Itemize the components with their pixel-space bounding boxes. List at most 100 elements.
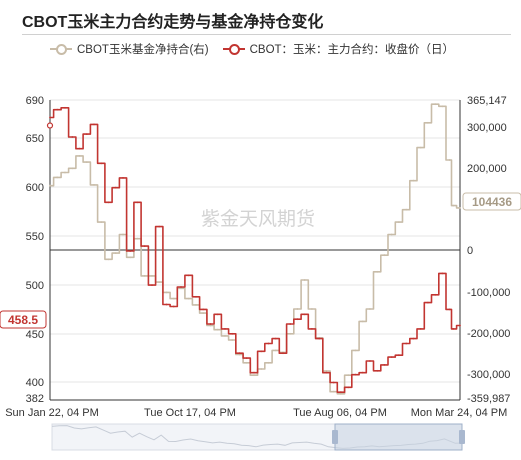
data-point-price [195, 295, 197, 298]
data-point-position [311, 308, 313, 310]
series-line-price [50, 107, 460, 393]
data-point-price [398, 354, 400, 357]
left-tick-label: 600 [26, 182, 44, 194]
x-tick-label: Tue Aug 06, 04 PM [293, 407, 387, 419]
data-point-price [448, 308, 451, 311]
data-point-position [398, 221, 400, 224]
data-point-position [122, 233, 124, 236]
data-point-price [71, 136, 74, 138]
data-point-position [452, 204, 455, 207]
slider-left-handle[interactable] [332, 430, 338, 444]
left-tick-label: 650 [26, 133, 44, 145]
data-point-position [289, 332, 292, 335]
x-tick-label: Mon Mar 24, 04 PM [411, 407, 508, 419]
data-point-position [56, 176, 59, 179]
data-point-position [434, 103, 437, 106]
data-point-position [441, 105, 444, 108]
data-point-price [260, 350, 263, 353]
data-point-position [383, 254, 386, 257]
data-point-price [78, 147, 81, 150]
data-point-position [260, 368, 263, 370]
x-tick-label: Tue Oct 17, 04 PM [144, 407, 236, 419]
data-point-position [187, 297, 190, 300]
data-point-position [93, 184, 95, 186]
legend-item-close-price[interactable]: CBOT：玉米：主力合约：收盘价（日） [222, 41, 454, 57]
left-tick-label: 382 [26, 393, 44, 405]
data-point-position [296, 308, 299, 310]
left-tick-label: 550 [26, 231, 44, 243]
data-point-price [114, 186, 117, 189]
data-point-price [354, 373, 357, 376]
right-tick-label: -359,987 [467, 393, 510, 405]
legend-item-fund-position[interactable]: CBOT玉米基金净持合(右) [50, 41, 209, 57]
data-point-position [71, 167, 74, 170]
data-point-price [93, 123, 95, 126]
right-tick-label: 300,000 [467, 122, 507, 134]
data-point-position [390, 233, 393, 236]
chart-title: CBOT玉米主力合约走势与基金净持仓变化 [22, 14, 324, 31]
data-point-position [165, 291, 168, 294]
data-point-price [311, 328, 313, 330]
data-point-position [143, 275, 146, 277]
data-point-price [303, 313, 306, 316]
data-point-price [405, 342, 408, 345]
data-point-price [412, 337, 415, 340]
data-point-price [434, 293, 437, 296]
chart-legend: CBOT玉米基金净持合(右) CBOT：玉米：主力合约：收盘价（日） [50, 41, 454, 57]
data-point-price [282, 352, 284, 355]
data-point-price [369, 360, 371, 362]
data-point-position [78, 155, 81, 157]
data-point-price [318, 337, 321, 340]
left-tick-label: 400 [26, 377, 44, 389]
data-point-position [136, 237, 139, 240]
right-value-badge: 104436 [462, 192, 521, 211]
grid [50, 99, 460, 383]
data-point-position [158, 281, 161, 283]
data-point-price [136, 201, 139, 204]
data-point-position [209, 324, 212, 327]
data-point-price [49, 116, 51, 119]
watermark: 紫金天风期货 [201, 208, 315, 230]
right-tick-label: 200,000 [467, 163, 507, 175]
slider-selected-range[interactable] [334, 423, 463, 451]
data-point-price [129, 250, 132, 252]
right-axis: 365,147 300,000 200,000 0 -100,000 -200,… [459, 95, 510, 405]
data-point-price [100, 162, 103, 165]
data-point-price [267, 342, 270, 345]
data-point-price [361, 371, 364, 374]
datazoom-slider[interactable] [51, 423, 465, 451]
data-point-position [172, 297, 175, 300]
data-point-price [151, 284, 153, 286]
data-point-price [56, 108, 59, 111]
data-point-position [224, 335, 226, 337]
left-axis: 690 650 600 550 500 450 400 382 [26, 95, 51, 405]
data-point-price [158, 225, 161, 228]
data-point-price [85, 133, 88, 136]
data-point-price [209, 323, 212, 325]
data-point-position [340, 392, 342, 395]
data-point-position [405, 208, 408, 211]
data-point-position [419, 146, 422, 149]
data-point-position [274, 349, 277, 352]
slider-right-handle[interactable] [459, 430, 465, 444]
data-point-price [419, 328, 422, 330]
data-point-position [151, 275, 153, 277]
title-divider [22, 34, 511, 35]
data-point-price [340, 391, 342, 394]
series-start-marker [46, 122, 54, 129]
data-point-position [64, 171, 66, 174]
left-tick-label: 690 [26, 95, 44, 107]
data-point-price [238, 352, 241, 355]
legend-label-position: CBOT玉米基金净持合(右) [77, 44, 209, 56]
data-point-price [122, 177, 124, 179]
right-tick-label: 365,147 [467, 95, 507, 107]
right-tick-label: -200,000 [467, 328, 510, 340]
data-point-price [231, 332, 234, 335]
left-value-badge-label: 458.5 [8, 313, 38, 327]
data-point-position [369, 308, 371, 310]
data-point-position [216, 328, 219, 331]
data-point-position [325, 370, 328, 372]
data-point-position [85, 161, 88, 164]
data-point-price [347, 386, 350, 389]
data-point-position [195, 304, 197, 306]
